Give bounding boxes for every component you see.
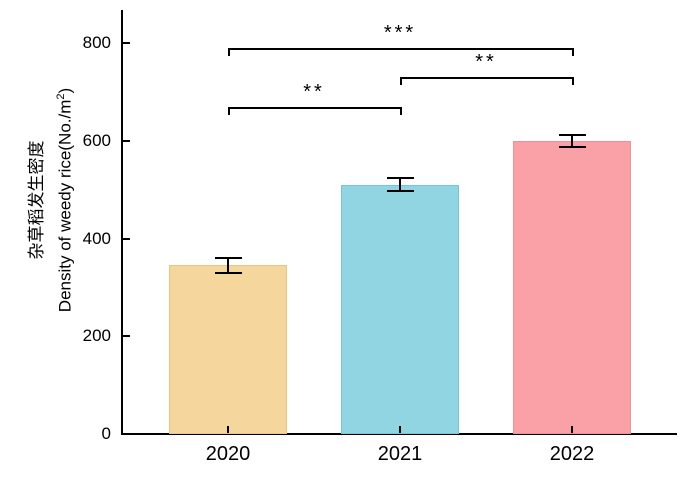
significance-bracket-line xyxy=(228,106,400,109)
significance-stars-2: ** xyxy=(303,80,325,103)
x-axis-tick xyxy=(399,426,401,433)
significance-bracket-end-left xyxy=(228,106,230,115)
error-bar-cap-top xyxy=(386,177,414,180)
error-bar-whisker xyxy=(227,258,229,273)
y-axis-tick-label: 400 xyxy=(82,228,111,248)
significance-bracket-end-right xyxy=(572,47,574,56)
y-axis-tick xyxy=(123,42,130,44)
x-axis-tick-label-2020: 2020 xyxy=(205,443,251,465)
error-bar-cap-bottom xyxy=(386,190,414,193)
y-axis-tick-label: 800 xyxy=(82,33,111,52)
x-axis-tick-label-2022: 2022 xyxy=(549,443,595,465)
significance-stars-1: ** xyxy=(475,51,497,74)
significance-stars-0: *** xyxy=(383,21,417,44)
y-axis-tick xyxy=(123,237,130,240)
significance-bracket-end-left xyxy=(228,47,230,56)
error-bar-cap-bottom xyxy=(214,271,242,274)
x-axis-tick xyxy=(571,426,573,433)
x-axis-line xyxy=(121,433,677,435)
y-axis-label-superscript: 2 xyxy=(55,93,68,100)
error-bar-cap-top xyxy=(214,257,242,260)
error-bar-cap-bottom xyxy=(558,145,586,148)
significance-bracket-line xyxy=(228,47,572,50)
error-bar-cap-top xyxy=(558,133,586,136)
y-axis-line xyxy=(121,10,123,435)
y-axis-tick-label: 200 xyxy=(82,326,111,346)
significance-bracket-end-right xyxy=(400,106,402,115)
y-axis-tick-label: 600 xyxy=(82,130,111,150)
y-axis-tick xyxy=(123,335,130,338)
significance-bracket-line xyxy=(400,77,572,80)
x-axis-tick xyxy=(227,426,229,433)
y-axis-label: 杂草稻发生密度 Density of weedy rice(No./m2) xyxy=(21,0,81,420)
y-axis-label-zh: 杂草稻发生密度 xyxy=(27,140,47,260)
y-axis-tick-label: 0 xyxy=(101,424,111,443)
error-bar-whisker xyxy=(399,178,401,192)
significance-bracket-end-right xyxy=(572,77,574,86)
bar-2020 xyxy=(169,265,287,434)
y-axis-label-en: Density of weedy rice(No./m2) xyxy=(55,87,75,313)
error-bar-whisker xyxy=(571,134,573,147)
bar-2021 xyxy=(341,184,459,434)
bar-2022 xyxy=(513,140,631,434)
y-axis-tick xyxy=(123,433,130,435)
y-axis-tick xyxy=(123,139,130,142)
significance-bracket-end-left xyxy=(400,77,402,86)
x-axis-tick-label-2021: 2021 xyxy=(377,443,423,465)
